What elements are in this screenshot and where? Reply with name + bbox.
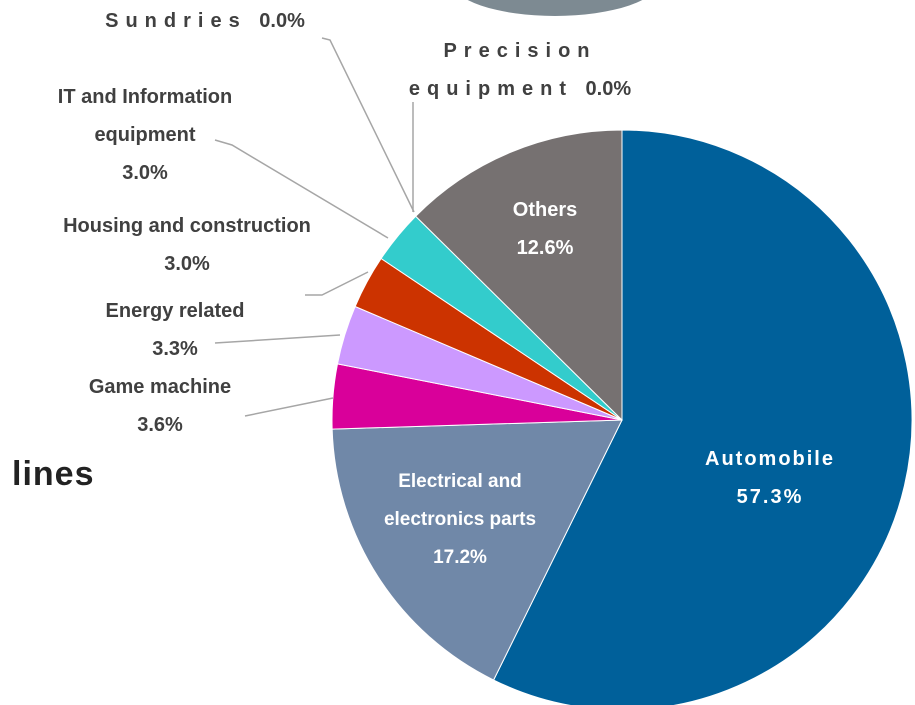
slice-label: Energy related 3.3% <box>70 292 280 368</box>
value-label: 3.6% <box>137 414 183 436</box>
category-label: Game machine <box>88 376 232 398</box>
slice-label: Precision equipment 0.0% <box>370 32 670 108</box>
heading-fragment: lines <box>12 455 95 493</box>
leader-line <box>244 397 334 417</box>
value-label: 0.0% <box>585 78 632 100</box>
category-label: Housing and construction <box>63 215 311 237</box>
pie-slice <box>331 419 623 681</box>
category-label: Energy related <box>105 300 245 322</box>
slice-label: Housing and construction 3.0% <box>12 207 362 283</box>
leader-line <box>214 139 389 239</box>
value-label: 3.3% <box>152 338 198 360</box>
leader-line <box>305 271 369 296</box>
leader-lines <box>214 37 415 417</box>
category-label: Electrical and electronics parts <box>383 471 537 530</box>
value-label: 12.6% <box>516 237 574 259</box>
slice-label: Sundries 0.0% <box>60 2 350 40</box>
leader-line <box>321 37 415 213</box>
category-label: Others <box>512 199 578 221</box>
value-label: 0.0% <box>259 10 305 32</box>
value-label: 17.2% <box>433 547 487 568</box>
slice-label: Automobile 57.3% <box>680 440 860 516</box>
value-label: 57.3% <box>736 486 804 508</box>
pie-slice <box>492 129 913 705</box>
slice-label: Game machine 3.6% <box>55 368 265 444</box>
slice-label: IT and Information equipment 3.0% <box>45 78 245 192</box>
category-label: Sundries <box>105 10 247 32</box>
pie-slice <box>414 129 623 422</box>
slice-label: Others 12.6% <box>470 191 620 267</box>
leader-line <box>214 334 341 344</box>
photo-fragment <box>467 0 643 16</box>
category-label: Precision equipment <box>408 40 597 100</box>
slice-label: Electrical and electronics parts 17.2% <box>375 463 545 577</box>
value-label: 3.0% <box>122 162 168 184</box>
value-label: 3.0% <box>164 253 210 275</box>
category-label: Automobile <box>705 448 835 470</box>
category-label: IT and Information equipment <box>57 86 233 146</box>
